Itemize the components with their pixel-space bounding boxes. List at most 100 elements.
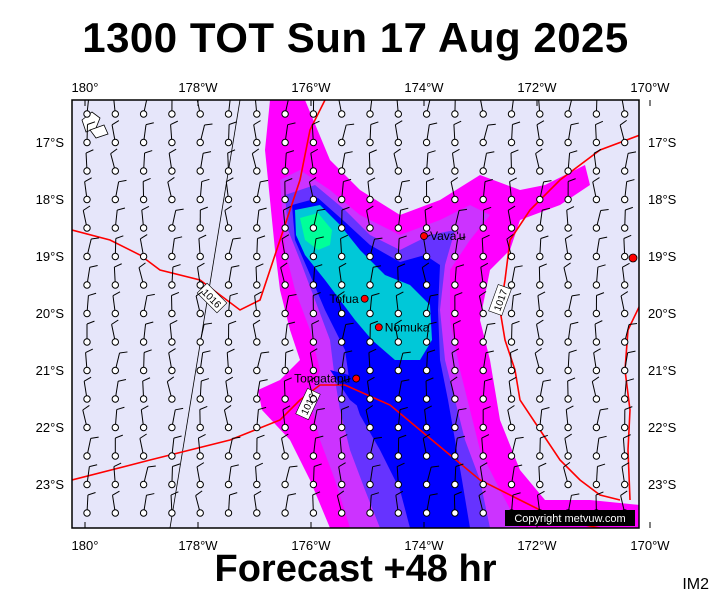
precip-band-lobe: [330, 370, 395, 420]
wind-barb: [224, 205, 233, 232]
wind-barb: [621, 151, 637, 175]
precipitation-layer: [258, 100, 639, 528]
wind-barb: [394, 291, 404, 318]
wind-barb: [224, 121, 237, 147]
wind-barb: [111, 379, 127, 403]
wind-barb: [536, 319, 544, 346]
wind-barb: [253, 179, 269, 204]
lon-label-bottom: 174°W: [404, 538, 444, 553]
lon-label-bottom: 180°: [72, 538, 99, 553]
lon-label-bottom: 172°W: [517, 538, 557, 553]
wind-barb: [139, 493, 155, 517]
wind-barbs: [82, 100, 638, 517]
wind-barb: [82, 205, 91, 232]
map-frame: [71, 99, 640, 529]
wind-barb: [393, 148, 402, 175]
wind-barb: [536, 379, 552, 403]
wind-barb: [394, 180, 410, 204]
wind-barb: [196, 234, 207, 261]
wind-barb: [338, 434, 348, 460]
wind-barb: [422, 100, 431, 118]
wind-barb: [564, 206, 575, 232]
copyright-box: Copyright metvuw.com: [505, 510, 635, 526]
wind-barb: [139, 122, 154, 147]
wind-barb: [224, 464, 239, 489]
wind-barb: [309, 236, 324, 261]
wind-barb: [253, 291, 262, 318]
lon-label-bottom: 170°W: [630, 538, 670, 553]
wind-barb: [366, 237, 383, 261]
wind-barb: [168, 120, 179, 147]
wind-barb: [536, 100, 544, 118]
wind-barb: [394, 351, 411, 375]
wind-barb: [592, 463, 606, 489]
wind-barb: [139, 321, 154, 346]
wind-barb: [338, 178, 352, 204]
wind-barb: [196, 262, 205, 289]
wind-barb: [536, 207, 551, 232]
place-dot: [352, 374, 361, 383]
wind-barb: [224, 320, 237, 346]
wind-barb: [253, 351, 270, 375]
wind-barb: [534, 347, 544, 375]
wind-barb: [536, 407, 550, 432]
wind-barb: [507, 293, 522, 318]
wind-barb: [451, 264, 465, 289]
wind-barb: [366, 348, 377, 375]
wind-barb: [83, 348, 94, 375]
wind-barb: [195, 490, 204, 517]
wind-barb: [195, 291, 204, 318]
wind-barb: [111, 490, 120, 517]
wind-barb: [479, 123, 496, 147]
wind-barb: [139, 234, 148, 261]
wind-barb: [196, 178, 210, 204]
lon-label-top: 172°W: [517, 80, 557, 95]
wind-barb: [309, 407, 325, 432]
wind-barb: [168, 348, 176, 375]
wind-barb: [196, 462, 205, 489]
wind-barb: [479, 350, 494, 375]
wind-barb: [337, 291, 346, 318]
wind-barb: [309, 100, 318, 118]
lat-label-right: 20°S: [648, 306, 677, 321]
wind-barb: [83, 237, 100, 261]
wind-barb: [253, 379, 268, 403]
wind-barb: [479, 434, 490, 460]
wind-barb: [280, 262, 289, 289]
wind-barb: [366, 436, 383, 460]
isobar-1016-south: [72, 384, 601, 528]
wind-barb: [253, 406, 267, 432]
place-marker: Nomuka: [374, 320, 430, 334]
wind-barb: [621, 179, 635, 204]
wind-barb: [252, 319, 261, 346]
place-marker: Tofua: [329, 292, 369, 306]
wind-barb: [535, 148, 544, 175]
wind-barb: [110, 148, 120, 175]
wind-barb: [253, 235, 266, 261]
place-dot: [360, 294, 369, 303]
wind-barb: [366, 320, 378, 346]
wind-barb: [592, 100, 601, 118]
wind-barb: [479, 151, 495, 175]
wind-barb: [507, 205, 516, 232]
wind-barb: [478, 490, 487, 517]
wind-barb: [536, 180, 552, 204]
wind-barb: [281, 433, 289, 460]
wind-barb: [281, 405, 291, 432]
wind-barb: [338, 100, 346, 118]
wind-barb: [422, 465, 440, 489]
wind-barb: [479, 322, 496, 346]
wind-barb: [196, 151, 212, 175]
wind-barb: [507, 348, 519, 375]
wind-barb: [394, 490, 404, 517]
wind-barb: [422, 433, 431, 460]
lat-label-left: 18°S: [36, 192, 65, 207]
wind-barb: [394, 207, 409, 232]
wind-barb: [507, 320, 520, 346]
wind-barb: [592, 292, 605, 318]
wind-barb: [479, 206, 492, 232]
wind-barb: [253, 263, 264, 289]
wind-barb: [338, 350, 353, 375]
wind-barb: [592, 408, 609, 432]
wind-barb: [592, 348, 601, 375]
